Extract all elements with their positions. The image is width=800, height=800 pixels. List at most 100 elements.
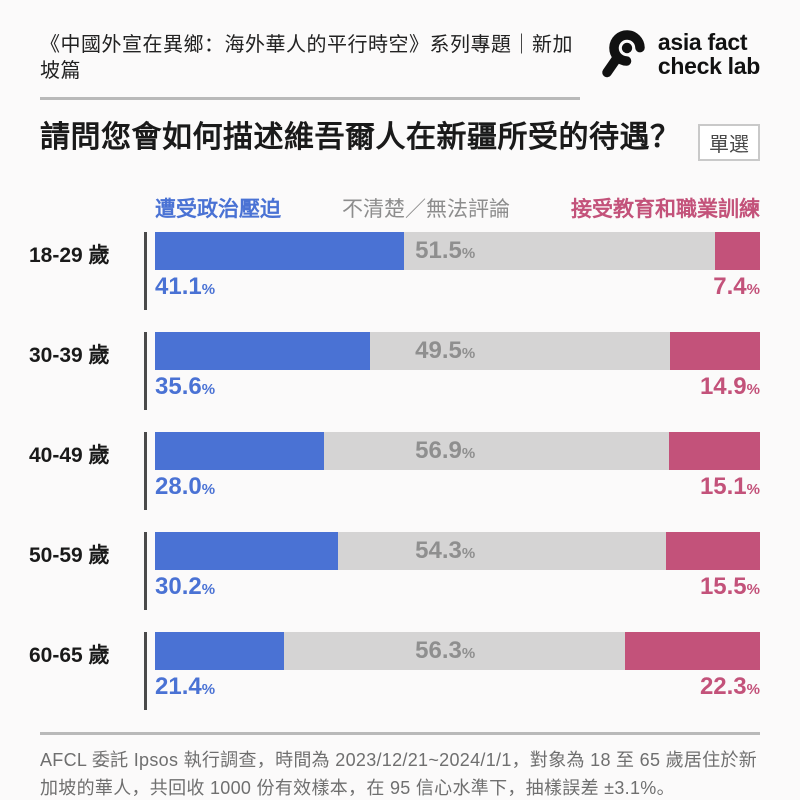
age-label: 18-29 歲 [29,244,110,267]
oppressed-value: 28.0 [155,473,202,500]
percent-sign: % [746,681,760,698]
percent-sign: % [201,381,216,398]
education-value-label: 14.9% [700,373,760,401]
footer-note: AFCL 委託 Ipsos 執行調查，時間為 2023/12/21~2024/1… [40,750,758,798]
unclear-value-label: 51.5% [415,237,475,265]
logo-line2: check lab [657,53,760,79]
bar-segment-oppressed [155,232,404,270]
percent-sign: % [201,681,216,698]
unclear-value-label: 56.9% [415,437,475,465]
percent-sign: % [461,645,476,662]
age-label: 60-65 歲 [29,644,110,667]
bar-zone: 56.3% 21.4% 22.3% [144,632,760,710]
education-value-label: 7.4% [713,273,760,301]
bar-zone: 49.5% 35.6% 14.9% [144,332,760,410]
chart-row: 30-39 歲 49.5% 35.6% 14.9% [29,332,760,410]
age-label: 30-39 歲 [29,344,110,367]
bar-segment-unclear [403,232,716,270]
bar-segment-education [669,332,760,370]
percent-sign: % [461,545,476,562]
education-value-label: 22.3% [700,673,760,701]
unclear-value-label: 54.3% [415,537,475,565]
value-row: 21.4% 22.3% [155,673,760,701]
bar-track: 54.3% [155,532,760,570]
series-title: 《中國外宣在異鄉：海外華人的平行時空》系列專題｜新加坡篇 [40,34,573,82]
header-left: 《中國外宣在異鄉：海外華人的平行時空》系列專題｜新加坡篇 [40,26,581,100]
bar-segment-unclear [284,632,626,670]
oppressed-value: 35.6 [155,373,202,400]
education-value: 15.5 [699,573,747,600]
footer-divider [40,732,760,735]
unclear-value: 51.5 [415,237,462,264]
percent-sign: % [201,481,216,498]
chart-row: 40-49 歲 56.9% 28.0% 15.1% [29,432,760,510]
education-value: 14.9 [699,373,747,400]
chart: 遭受政治壓迫 不清楚／無法評論 接受教育和職業訓練 18-29 歲 51.5% … [29,197,760,710]
percent-sign: % [461,345,476,362]
age-label: 40-49 歲 [29,444,110,467]
question-title: 請問您會如何描述維吾爾人在新疆所受的待遇？ [40,121,681,154]
education-value: 15.1 [699,473,747,500]
bar-track: 56.9% [155,432,760,470]
oppressed-value-label: 35.6% [155,373,215,401]
bar-segment-oppressed [155,532,338,570]
chart-rows: 18-29 歲 51.5% 41.1% 7.4% 30-39 歲 49.5% [29,232,760,710]
single-choice-badge: 單選 [698,124,760,161]
bar-segment-oppressed [155,632,285,670]
question-block: 請問您會如何描述維吾爾人在新疆所受的待遇？ 單選 [40,120,760,161]
education-value: 22.3 [699,673,747,700]
logo-text: asia fact check lab [657,28,760,79]
value-row: 28.0% 15.1% [155,473,760,501]
education-value: 7.4 [713,273,747,300]
education-value-label: 15.1% [700,473,760,501]
percent-sign: % [746,381,760,398]
value-row: 35.6% 14.9% [155,373,760,401]
percent-sign: % [201,281,216,298]
bar-zone: 54.3% 30.2% 15.5% [144,532,760,610]
percent-sign: % [746,281,760,298]
chart-row: 60-65 歲 56.3% 21.4% 22.3% [29,632,760,710]
oppressed-value: 21.4 [155,673,202,700]
magnifier-eye-icon [602,30,645,78]
age-label: 50-59 歲 [29,544,110,567]
bar-segment-education [715,232,760,270]
unclear-value-label: 49.5% [415,337,475,365]
percent-sign: % [746,481,760,498]
bar-segment-education [666,532,760,570]
percent-sign: % [201,581,216,598]
bar-zone: 51.5% 41.1% 7.4% [144,232,760,310]
oppressed-value-label: 28.0% [155,473,215,501]
bar-zone: 56.9% 28.0% 15.1% [144,432,760,510]
oppressed-value-label: 21.4% [155,673,215,701]
bar-segment-unclear [370,332,670,370]
unclear-value: 56.3 [415,637,462,664]
chart-row: 50-59 歲 54.3% 30.2% 15.5% [29,532,760,610]
unclear-value-label: 56.3% [415,637,475,665]
percent-sign: % [461,245,476,262]
bar-segment-oppressed [155,432,325,470]
bar-track: 49.5% [155,332,760,370]
oppressed-value: 41.1 [155,273,202,300]
bar-track: 51.5% [155,232,760,270]
unclear-value: 54.3 [415,537,462,564]
value-row: 41.1% 7.4% [155,273,760,301]
oppressed-value: 30.2 [155,573,202,600]
bar-segment-education [668,432,760,470]
value-row: 30.2% 15.5% [155,573,760,601]
legend-item-unclear: 不清楚／無法評論 [342,198,510,221]
bar-segment-unclear [337,532,667,570]
education-value-label: 15.5% [700,573,760,601]
header-divider [40,97,580,100]
chart-row: 18-29 歲 51.5% 41.1% 7.4% [29,232,760,310]
oppressed-value-label: 41.1% [155,273,215,301]
logo-line1: asia fact [657,28,748,55]
percent-sign: % [461,445,476,462]
unclear-value: 56.9 [415,437,462,464]
legend: 遭受政治壓迫 不清楚／無法評論 接受教育和職業訓練 [155,197,760,223]
percent-sign: % [746,581,760,598]
bar-segment-unclear [324,432,669,470]
bar-segment-oppressed [155,332,371,370]
bar-track: 56.3% [155,632,760,670]
header: 《中國外宣在異鄉：海外華人的平行時空》系列專題｜新加坡篇 asia fact c… [40,26,760,100]
